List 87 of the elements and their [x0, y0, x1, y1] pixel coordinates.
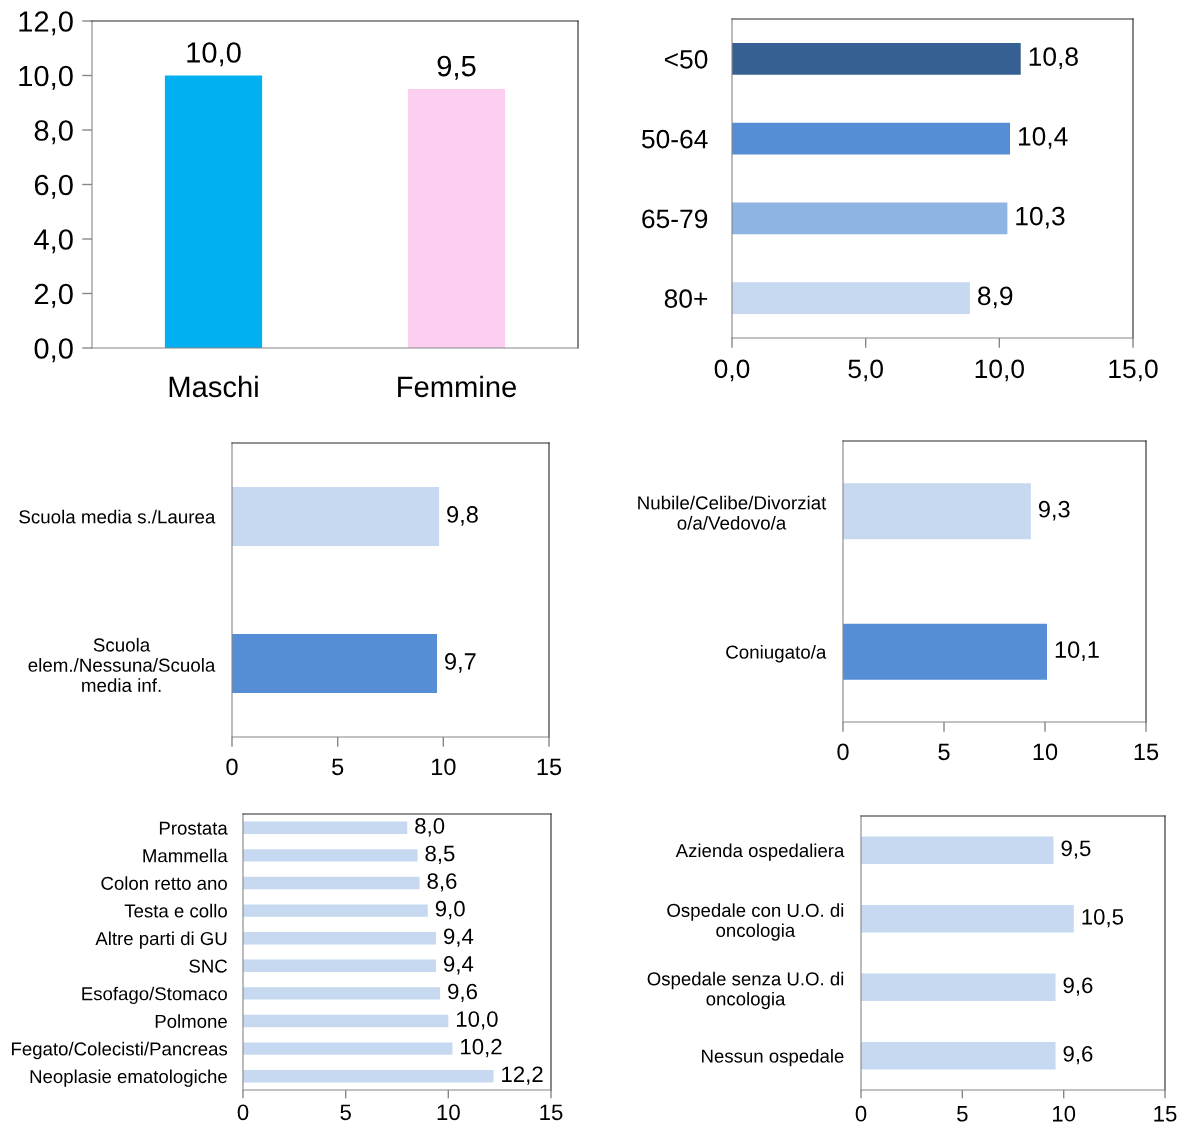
x-tick-label: 10 [437, 1104, 460, 1121]
data-label: 8,5 [425, 845, 455, 864]
x-tick-label: 10 [1053, 1105, 1076, 1122]
bar [861, 973, 1056, 1001]
bar [243, 987, 441, 1000]
y-tick-label: Colon retto ano [101, 876, 227, 890]
data-label: 9,6 [1063, 1045, 1093, 1065]
x-tick-label: 15,0 [1109, 359, 1158, 382]
y-tick-label: 6,0 [34, 174, 73, 199]
bar [243, 1042, 453, 1055]
y-tick-label: Ospedale con U.O. di oncologia [667, 903, 844, 941]
y-tick-label: Nubile/Celibe/Divorziat o/a/Vedovo/a [638, 495, 827, 530]
bar [861, 836, 1054, 864]
y-tick-label: Neoplasie ematologiche [30, 1069, 227, 1087]
y-tick-label: Testa e collo [124, 903, 227, 918]
x-tick-label: 15 [1154, 1106, 1177, 1122]
bar [861, 905, 1074, 933]
y-tick-label: Prostata [159, 821, 228, 835]
data-label: 10,4 [1018, 127, 1068, 149]
y-tick-label: SNC [189, 959, 228, 973]
x-tick-label: 10,0 [975, 359, 1024, 382]
y-tick-label: 4,0 [34, 229, 73, 254]
data-label: 9,5 [437, 55, 476, 80]
y-tick-label: Coniugato/a [726, 644, 827, 663]
data-label: 9,5 [1061, 840, 1091, 859]
data-label: 10,5 [1082, 908, 1124, 928]
data-label: 10,0 [456, 1011, 498, 1030]
data-label: 9,3 [1038, 500, 1070, 521]
y-tick-label: 80+ [664, 289, 708, 308]
data-label: 12,2 [502, 1066, 543, 1085]
y-tick-label: Esofago/Stomaco [82, 986, 227, 1005]
x-tick-label: 0 [855, 1105, 867, 1122]
y-tick-label: Polmone [155, 1014, 227, 1028]
data-label: 9,8 [447, 506, 478, 526]
y-tick-label: 50-64 [641, 129, 708, 149]
bar [243, 1069, 494, 1083]
bar [243, 1014, 449, 1028]
bar [243, 931, 437, 945]
x-tick-label: Maschi [169, 375, 258, 398]
y-tick-label: 8,0 [34, 120, 73, 145]
bar [243, 959, 437, 973]
data-label: 8,0 [415, 818, 445, 837]
y-tick-label: 65-79 [642, 209, 708, 229]
x-tick-label: 15 [537, 758, 562, 776]
bar [243, 849, 418, 862]
y-tick-label: <50 [664, 50, 708, 69]
x-tick-label: 5 [332, 758, 344, 776]
data-label: 9,4 [444, 956, 474, 975]
data-label: 9,4 [444, 928, 474, 947]
y-tick-label: 0,0 [34, 338, 73, 363]
data-label: 10,1 [1055, 641, 1099, 661]
y-tick-label: Scuola media s./Laurea [19, 509, 216, 524]
data-label: 9,6 [1063, 977, 1093, 996]
bar [243, 904, 428, 917]
data-label: 9,6 [448, 983, 477, 1002]
y-tick-label: Nessun ospedale [702, 1049, 844, 1067]
y-tick-label: Altre parti di GU [95, 931, 227, 949]
x-tick-label: 0 [237, 1104, 249, 1121]
x-tick-label: 0 [226, 758, 238, 776]
y-tick-label: 2,0 [34, 283, 73, 308]
y-tick-label: 12,0 [19, 11, 73, 36]
x-tick-label: Femmine [398, 375, 516, 398]
bar [243, 821, 408, 835]
x-tick-label: 5 [957, 1106, 968, 1122]
bar [243, 876, 420, 890]
data-label: 10,3 [1016, 206, 1065, 229]
y-tick-label: Scuola elem./Nessuna/Scuola media inf. [28, 637, 216, 693]
x-tick-label: 15 [540, 1104, 563, 1121]
bar [861, 1042, 1056, 1070]
x-tick-label: 5,0 [848, 359, 883, 382]
data-label: 8,9 [978, 286, 1013, 309]
x-tick-label: 10 [432, 758, 456, 776]
x-tick-label: 15 [1134, 743, 1159, 761]
data-label: 10,8 [1029, 47, 1078, 70]
y-tick-label: Fegato/Colecisti/Pancreas [12, 1041, 228, 1060]
y-tick-label: Ospedale senza U.O. di oncologia [647, 971, 844, 1010]
x-tick-label: 5 [938, 743, 950, 761]
data-label: 10,2 [461, 1038, 502, 1058]
data-label: 9,0 [435, 900, 465, 920]
y-tick-label: Mammella [143, 848, 228, 863]
x-tick-label: 10 [1033, 743, 1058, 761]
data-label: 9,7 [445, 653, 476, 673]
y-tick-label: 10,0 [19, 65, 73, 90]
x-tick-label: 5 [340, 1104, 351, 1121]
data-label: 8,6 [427, 873, 457, 892]
x-tick-label: 0 [837, 743, 849, 761]
y-tick-label: Azienda ospedaliera [675, 843, 845, 861]
